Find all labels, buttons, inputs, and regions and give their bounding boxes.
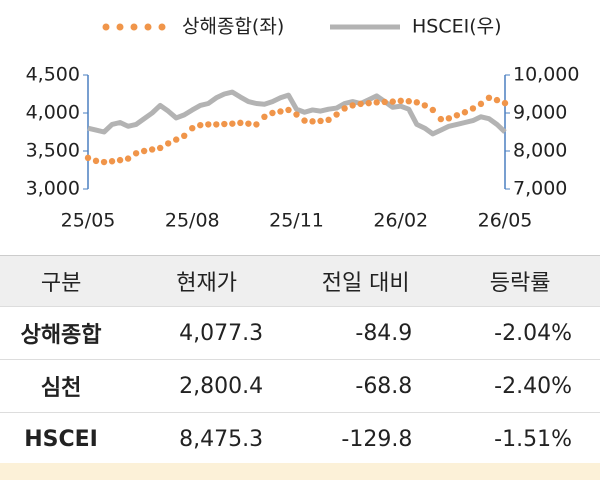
series-dot (333, 111, 340, 118)
series-dot (413, 99, 420, 106)
series-dot (173, 136, 180, 143)
header-cell: 현재가 (122, 255, 292, 307)
series-dot (293, 111, 300, 118)
x-tick-label: 26/05 (478, 210, 533, 232)
series-dot (365, 99, 372, 107)
series-dot (421, 102, 429, 109)
series-dot (341, 105, 348, 112)
series-dot (389, 98, 396, 105)
y2-tick-label: 9,000 (513, 102, 567, 124)
series-dot (429, 106, 437, 114)
series-dot (445, 115, 453, 122)
table-row: 상해종합 4,077.3 -84.9 -2.04% (0, 306, 600, 360)
series-dot (261, 113, 268, 121)
series-dot (405, 98, 412, 105)
quote-table: 구분 현재가 전일 대비 등락률 상해종합 4,077.3 -84.9 -2.04% 심… (0, 255, 600, 466)
table-cell: -84.9 (291, 306, 441, 360)
y-tick-label: 4,500 (26, 64, 80, 86)
series-dot (349, 102, 356, 109)
header-cell: 구분 (0, 255, 123, 307)
table-cell: 2,800.4 (122, 359, 292, 413)
y-tick-label: 3,500 (26, 140, 80, 162)
series-dot (373, 99, 380, 106)
series-dot (92, 157, 100, 165)
series-dot (397, 97, 404, 105)
series-dot (245, 120, 252, 127)
series-dot (189, 125, 196, 132)
table-cell: 8,475.3 (122, 412, 292, 466)
x-tick-label: 26/02 (373, 210, 428, 232)
series-dot (493, 96, 501, 104)
x-tick-label: 25/11 (269, 210, 324, 232)
series-dot (221, 120, 228, 128)
y-tick-label: 4,000 (26, 102, 80, 124)
header-row: 구분 현재가 전일 대비 등락률 (0, 255, 600, 307)
series-dot (253, 121, 260, 128)
series-dot (469, 105, 477, 112)
table-cell: 상해종합 (0, 306, 123, 360)
series-dot (164, 140, 172, 147)
series-dot (140, 147, 148, 155)
series-dot (477, 100, 485, 108)
legend-marker (130, 23, 138, 31)
legend-marker (116, 23, 124, 31)
table-cell: -2.40% (440, 359, 600, 413)
series-dot (437, 115, 445, 123)
series-dot (325, 116, 332, 124)
x-tick-label: 25/05 (61, 210, 116, 232)
table-row: 심천 2,800.4 -68.8 -2.40% (0, 359, 600, 413)
series-dot (501, 99, 509, 107)
legend-label: HSCEI(우) (412, 16, 502, 38)
table-cell: -2.04% (440, 306, 600, 360)
series-dot (229, 120, 236, 127)
series-dot (453, 112, 461, 119)
chart: 3,000 3,500 4,000 4,500 7,000 8,000 9,000 10,00… (26, 16, 580, 232)
series-dot (116, 156, 124, 164)
series-dot (181, 132, 188, 139)
footer-strip (0, 463, 600, 480)
series-dot (108, 158, 116, 165)
series-dot (197, 121, 204, 129)
table-cell: 4,077.3 (122, 306, 292, 360)
series-dot (237, 119, 244, 127)
y-tick-label: 3,000 (26, 178, 80, 200)
legend-marker (144, 23, 152, 31)
table-cell: -1.51% (440, 412, 600, 466)
series-dot (100, 158, 108, 166)
series-dot (84, 154, 92, 162)
series-dot (381, 98, 388, 106)
series-dot (357, 100, 364, 108)
legend-label: 상해종합(좌) (182, 16, 284, 38)
table-row: HSCEI 8,475.3 -129.8 -1.51% (0, 412, 600, 466)
table-cell: -129.8 (291, 412, 441, 466)
y2-tick-label: 10,000 (513, 64, 579, 86)
series-dot (277, 108, 284, 115)
series-dot (301, 117, 308, 124)
x-tick-label: 25/08 (165, 210, 220, 232)
series-dot (205, 121, 212, 128)
legend-marker (102, 23, 110, 31)
table-cell: HSCEI (0, 412, 123, 466)
series-dot (285, 106, 292, 114)
series-dot (132, 150, 140, 157)
series-dot (317, 117, 324, 125)
legend-marker (158, 23, 166, 31)
series-line (87, 89, 507, 137)
series-dot (156, 144, 164, 152)
series-dot (148, 146, 156, 153)
series-dot (124, 155, 132, 162)
header-cell: 등락률 (440, 255, 600, 307)
header-cell: 전일 대비 (291, 255, 441, 307)
series-dot (461, 109, 469, 116)
y2-tick-label: 8,000 (513, 140, 567, 162)
table-cell: 심천 (0, 359, 123, 413)
series-dot (485, 94, 493, 102)
series-dot (309, 118, 316, 125)
table-cell: -68.8 (291, 359, 441, 413)
y2-tick-label: 7,000 (513, 178, 567, 200)
series-dot (269, 109, 276, 117)
series-dot (213, 121, 220, 128)
